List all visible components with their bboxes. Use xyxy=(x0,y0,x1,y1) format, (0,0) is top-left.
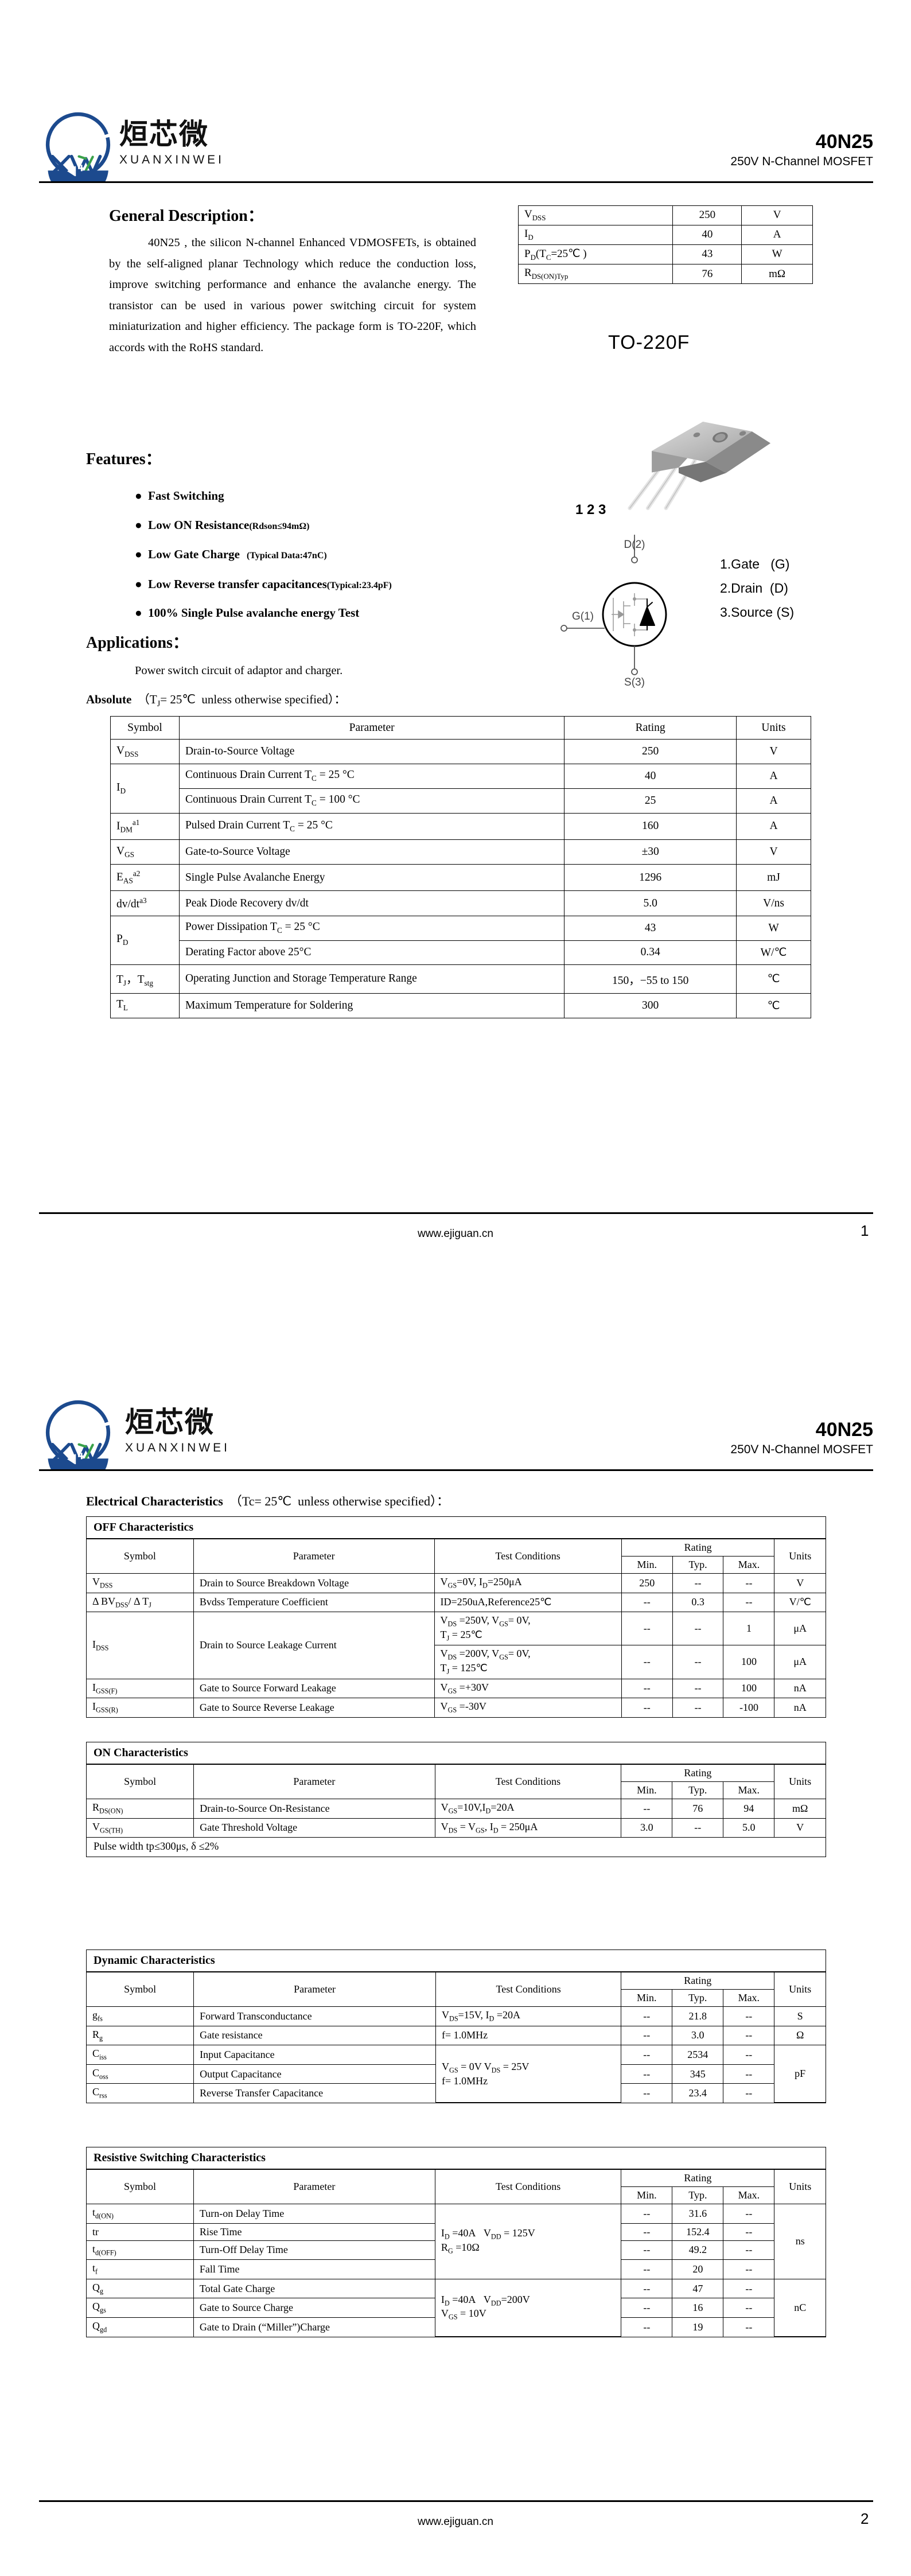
svg-text:D(2): D(2) xyxy=(624,539,645,551)
svg-text:S(3): S(3) xyxy=(624,676,645,688)
svg-text:G(1): G(1) xyxy=(572,610,594,622)
